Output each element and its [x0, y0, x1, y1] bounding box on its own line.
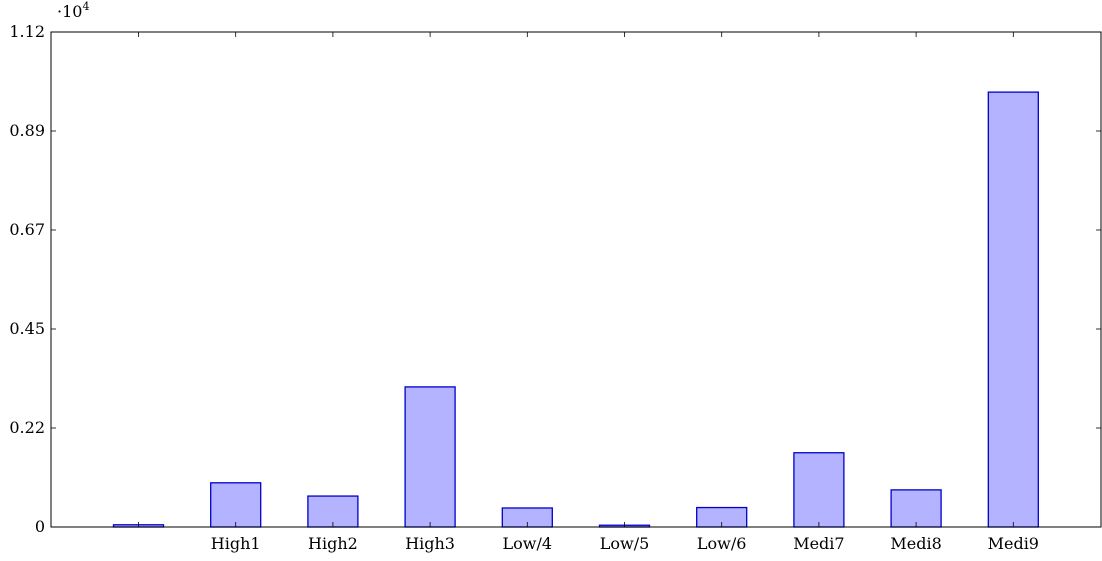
y-tick-label: 0.45	[9, 319, 45, 338]
plot-frame	[50, 31, 1102, 528]
y-tick-label: 0.67	[9, 220, 45, 239]
y-tick-labels: 0 0.22 0.45 0.67 0.89 1.12	[9, 22, 45, 536]
tick-marks	[51, 31, 1101, 528]
x-tick-label: Low/4	[503, 534, 553, 553]
x-tick-label: High3	[405, 534, 455, 553]
y-tick-label: 0	[35, 517, 45, 536]
x-tick-label: Medi7	[793, 534, 844, 553]
x-tick-label: Medi8	[890, 534, 941, 553]
x-tick-label: Low/6	[697, 534, 747, 553]
y-axis-multiplier: ·104	[57, 0, 89, 21]
y-multiplier-exponent: 4	[82, 0, 89, 13]
bar-high2	[307, 495, 359, 528]
x-tick-label: High1	[211, 534, 261, 553]
y-tick-label: 1.12	[9, 22, 45, 41]
bars	[112, 91, 1039, 528]
y-multiplier-base: ·10	[57, 2, 82, 21]
x-tick-label: Low/5	[600, 534, 650, 553]
bar-high1	[210, 482, 262, 528]
bar-medi7	[793, 452, 845, 528]
bar-medi9	[987, 91, 1039, 528]
x-tick-label: High2	[308, 534, 358, 553]
x-tick-labels: High1 High2 High3 Low/4 Low/5 Low/6 Medi7 Medi8…	[211, 534, 1039, 553]
x-tick-label: Medi9	[988, 534, 1039, 553]
bar-high3	[404, 386, 456, 528]
y-tick-label: 0.89	[9, 121, 45, 140]
y-tick-label: 0.22	[9, 418, 45, 437]
bar-medi8	[890, 489, 942, 528]
